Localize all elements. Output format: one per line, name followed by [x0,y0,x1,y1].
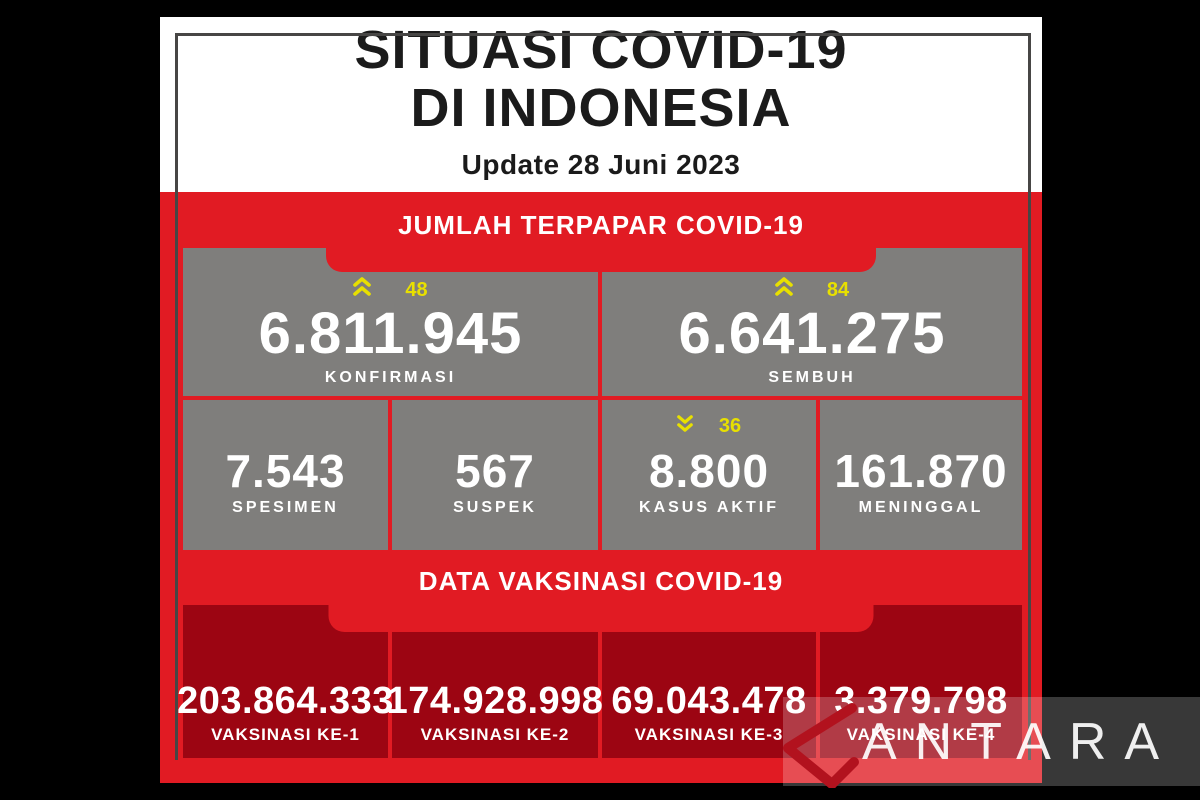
delta-kasus-aktif: 36 [602,414,816,438]
stat-box-vaksinasi-1: 203.864.333 VAKSINASI KE-1 [177,605,393,758]
stat-box-konfirmasi: 48 6.811.945 KONFIRMASI [183,248,598,396]
stat-value: 8.800 [648,444,770,497]
stat-value: 6.641.275 [678,301,946,366]
stat-label: SUSPEK [453,499,537,517]
section-banner-vaksinasi-label: DATA VAKSINASI COVID-19 [418,566,784,596]
stat-box-kasus-aktif: 36 8.800 KASUS AKTIF [602,400,816,550]
stat-label: KONFIRMASI [324,368,457,386]
stat-label: SEMBUH [768,368,856,386]
stat-label: VAKSINASI KE-1 [211,725,360,744]
stat-value: 69.043.478 [611,680,807,723]
watermark-brand-text: ANTARA [862,712,1178,771]
page-title-line1: SITUASI COVID-19 [338,23,864,77]
delta-sembuh: 84 [775,276,850,304]
stat-value: 567 [455,444,535,497]
stat-box-sembuh: 84 6.641.275 SEMBUH [602,248,1022,396]
stat-value: 161.870 [834,444,1008,497]
delta-value: 84 [826,278,850,301]
stat-value: 3.379.798 [834,680,1008,723]
double-chevron-down-icon [677,413,693,439]
delta-value: 36 [718,414,742,437]
section-banner-vaksinasi: DATA VAKSINASI COVID-19 [328,550,874,632]
stat-label: KASUS AKTIF [639,499,779,517]
section-banner-terpapar: JUMLAH TERPAPAR COVID-19 [326,192,876,272]
stat-value: 203.864.333 [177,680,394,723]
stat-label: VAKSINASI KE-2 [420,725,570,744]
delta-konfirmasi: 48 [353,276,428,304]
stat-label: VAKSINASI KE-3 [634,725,784,744]
delta-value: 48 [405,278,428,301]
stat-label: MENINGGAL [858,499,984,517]
double-chevron-up-icon [775,276,793,304]
double-chevron-up-icon [353,276,372,304]
stat-box-meninggal: 161.870 MENINGGAL [820,400,1022,550]
section-banner-terpapar-label: JUMLAH TERPAPAR COVID-19 [398,210,804,240]
infographic-panel: SITUASI COVID-19 DI INDONESIA Update 28 … [160,17,1042,783]
stat-label: VAKSINASI KE-4 [846,725,996,744]
stat-value: 7.543 [225,444,346,497]
header: SITUASI COVID-19 DI INDONESIA Update 28 … [160,17,1042,192]
stat-value: 174.928.998 [386,680,604,723]
stat-box-spesimen: 7.543 SPESIMEN [183,400,388,550]
stat-value: 6.811.945 [258,301,523,366]
page-title-line2: DI INDONESIA [410,78,792,138]
update-date: Update 28 Juni 2023 [461,149,741,180]
antara-logo-icon [778,700,870,793]
stat-label: SPESIMEN [232,499,339,517]
stat-box-suspek: 567 SUSPEK [392,400,598,550]
